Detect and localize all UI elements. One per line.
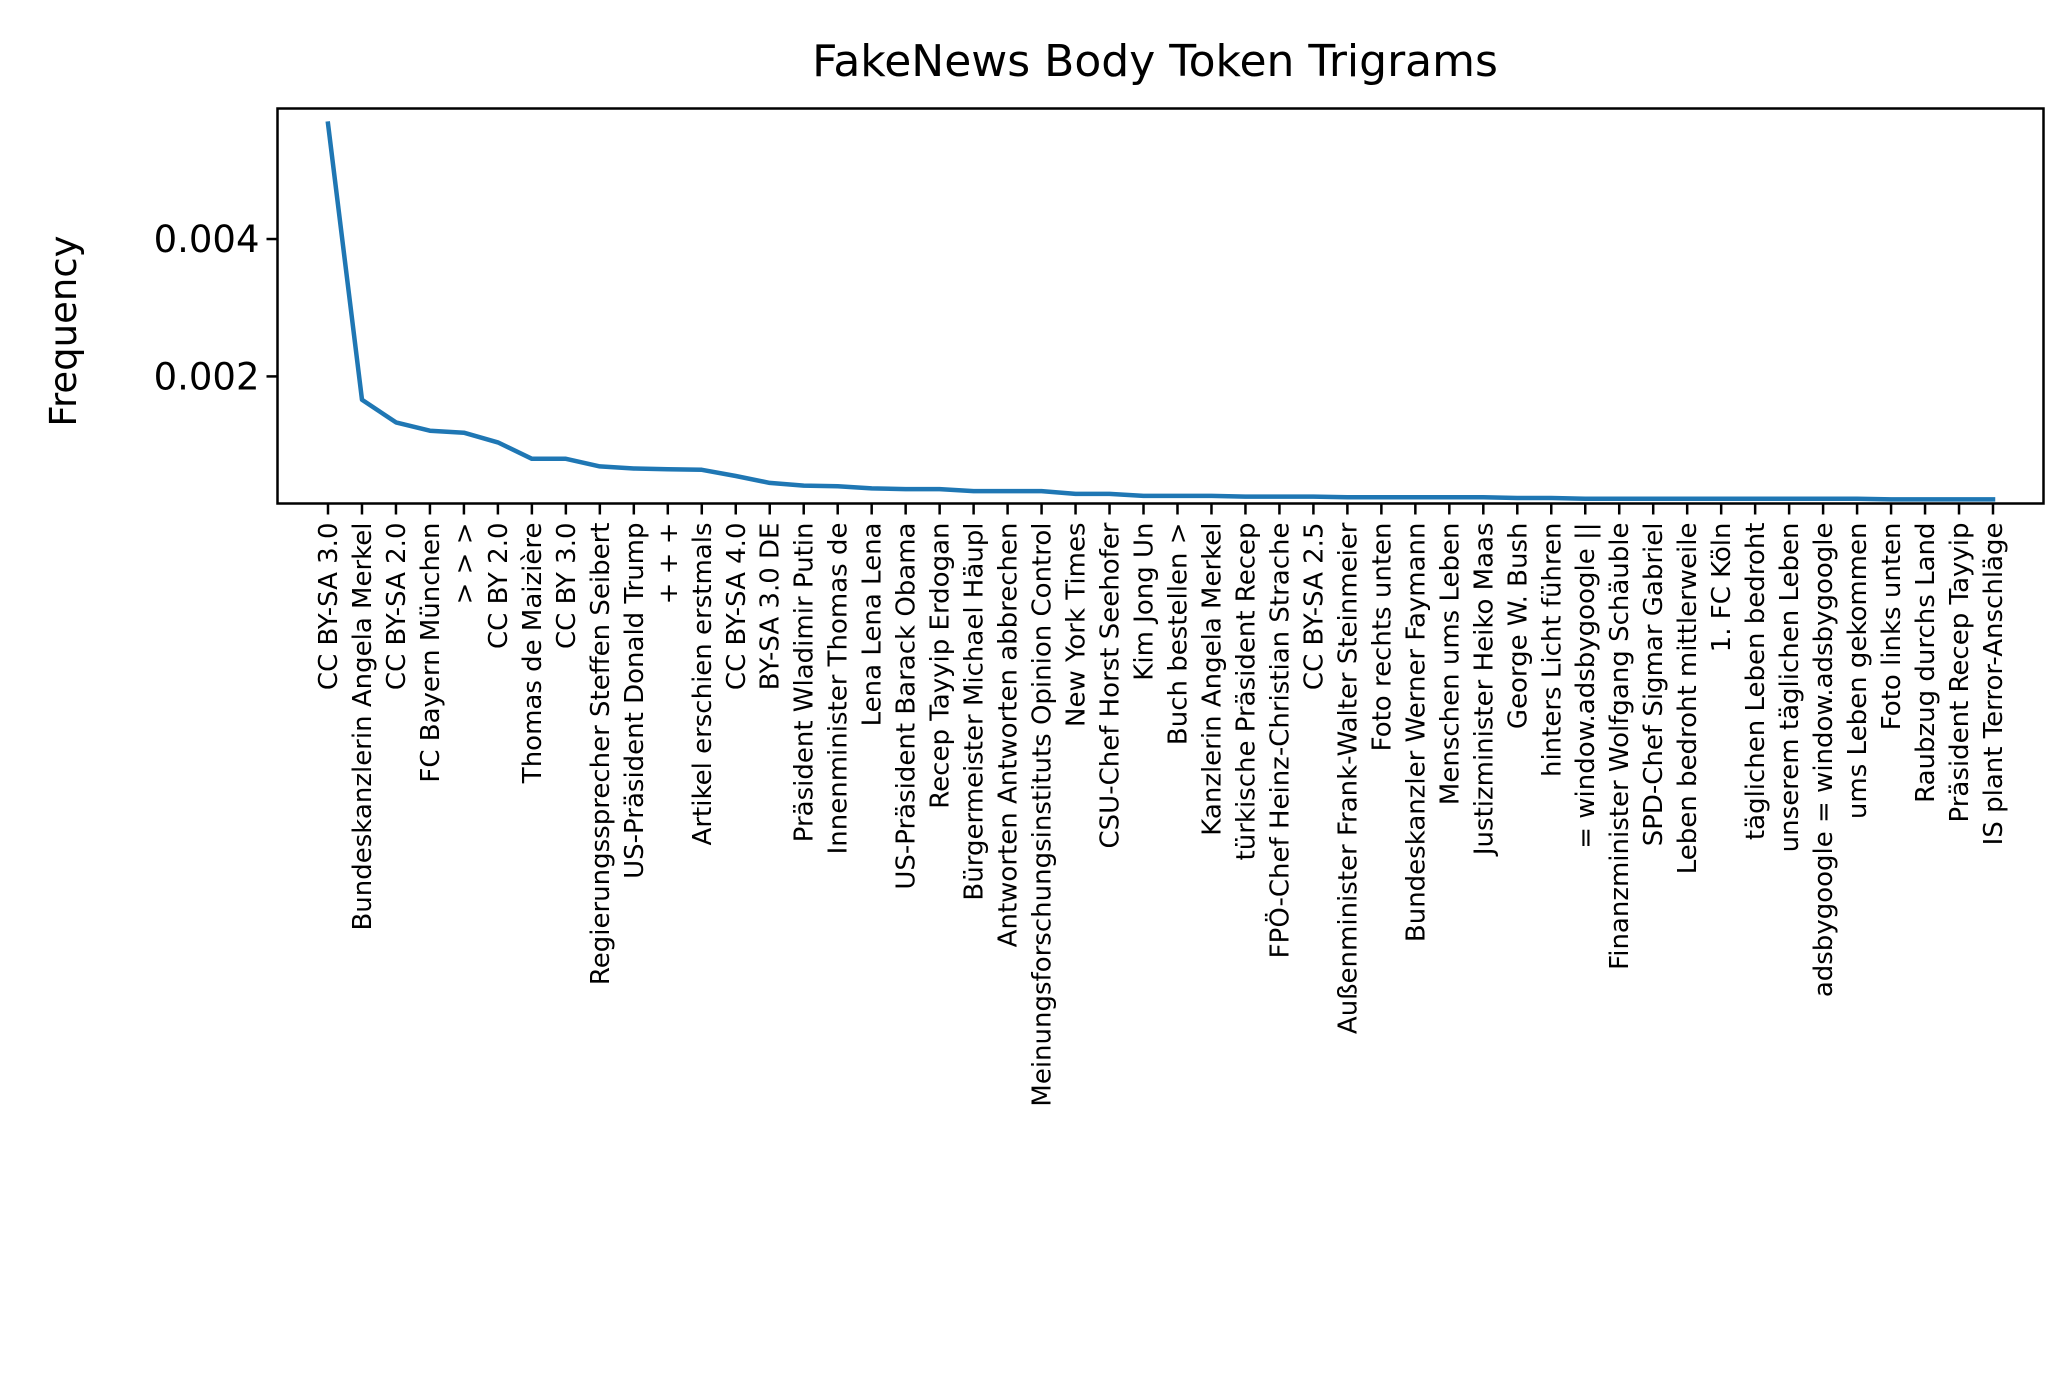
x-tick-label: Antworten Antworten abbrechen	[994, 523, 1024, 948]
x-tick-label: hinters Licht führen	[1537, 523, 1567, 778]
x-tick-label: IS plant Terror-Anschläge	[1979, 523, 2009, 846]
x-tick-label: Buch bestellen >	[1163, 523, 1193, 746]
x-tick-label: Meinungsforschungsinstituts Opinion Cont…	[1028, 523, 1058, 1107]
x-tick-label: Justizminister Heiko Maas	[1469, 523, 1499, 858]
x-tick-label: Foto rechts unten	[1367, 523, 1397, 752]
chart-title: FakeNews Body Token Trigrams	[812, 36, 1498, 87]
plot-frame	[276, 107, 2045, 505]
x-tick-label: 1. FC Köln	[1707, 523, 1737, 653]
x-tick-label: CC BY 2.0	[484, 523, 514, 649]
x-tick-label: Präsident Wladimir Putin	[790, 523, 820, 843]
x-tick-label: CC BY-SA 3.0	[314, 523, 344, 691]
x-tick-label: Kim Jong Un	[1130, 523, 1160, 681]
x-tick-label: US-Präsident Barack Obama	[892, 523, 922, 890]
y-axis-label: Frequency	[42, 235, 85, 426]
x-tick-label: Artikel erschien erstmals	[688, 523, 718, 846]
x-tick-label: täglichen Leben bedroht	[1741, 523, 1771, 841]
x-tick-label: CC BY-SA 2.0	[382, 523, 412, 691]
plot-area: 0.002 0.004 CC BY-SA 3.0 Bundeskanzlerin An…	[154, 121, 2009, 1107]
x-tick-label: > > >	[450, 523, 480, 605]
x-tick-label: Leben bedroht mittlerweile	[1673, 523, 1703, 875]
x-tick-label: CSU-Chef Horst Seehofer	[1096, 522, 1126, 848]
x-tick-label: US-Präsident Donald Trump	[620, 523, 650, 879]
x-tick-label: Foto links unten	[1877, 523, 1907, 731]
y-tick-label: 0.004	[154, 218, 260, 261]
x-tick-label: FC Bayern München	[416, 523, 446, 783]
series-line	[325, 121, 1996, 502]
x-tick-label: CC BY-SA 4.0	[722, 523, 752, 691]
x-tick-label: Recep Tayyip Erdogan	[926, 523, 956, 809]
x-tick-label: Lena Lena Lena	[858, 523, 888, 727]
x-tick-label: George W. Bush	[1503, 523, 1533, 730]
x-tick-label: Bundeskanzlerin Angela Merkel	[348, 523, 378, 931]
x-tick-label: New York Times	[1062, 523, 1092, 728]
x-tick-label: CC BY-SA 2.5	[1299, 523, 1329, 691]
x-tick-label: Außenminister Frank-Walter Steinmeier	[1333, 522, 1363, 1034]
x-tick-label: ums Leben gekommen	[1843, 523, 1873, 820]
x-tick-label: BY-SA 3.0 DE	[756, 523, 786, 691]
x-tick-label: Raubzug durchs Land	[1911, 523, 1941, 803]
x-tick-label: Finanzminister Wolfgang Schäuble	[1605, 523, 1635, 970]
x-tick-label: adsbygoogle = window.adsbygoogle	[1809, 523, 1839, 998]
x-tick-label: + + +	[654, 523, 684, 605]
x-tick-label: = window.adsbygoogle ||	[1571, 523, 1601, 849]
x-tick-label: FPÖ-Chef Heinz-Christian Strache	[1263, 523, 1295, 959]
x-tick-label: Bürgermeister Michael Häupl	[960, 523, 990, 901]
x-tick-label: Kanzlerin Angela Merkel	[1197, 523, 1227, 836]
x-tick-label: Bundeskanzler Werner Faymann	[1401, 523, 1431, 943]
x-tick-label: Menschen ums Leben	[1435, 523, 1465, 806]
x-tick-label: Präsident Recep Tayyip	[1945, 523, 1975, 823]
x-tick-label: Innenminister Thomas de	[824, 523, 854, 855]
x-tick-label: Thomas de Maizière	[518, 523, 548, 785]
y-tick-label: 0.002	[154, 355, 260, 398]
x-tick-label: türkische Präsident Recep	[1231, 523, 1261, 861]
x-tick-label: CC BY 3.0	[552, 523, 582, 649]
x-tick-label: Regierungssprecher Steffen Seibert	[586, 523, 616, 986]
x-tick-label: unserem täglichen Leben	[1775, 523, 1805, 853]
x-tick-label: SPD-Chef Sigmar Gabriel	[1639, 523, 1669, 847]
